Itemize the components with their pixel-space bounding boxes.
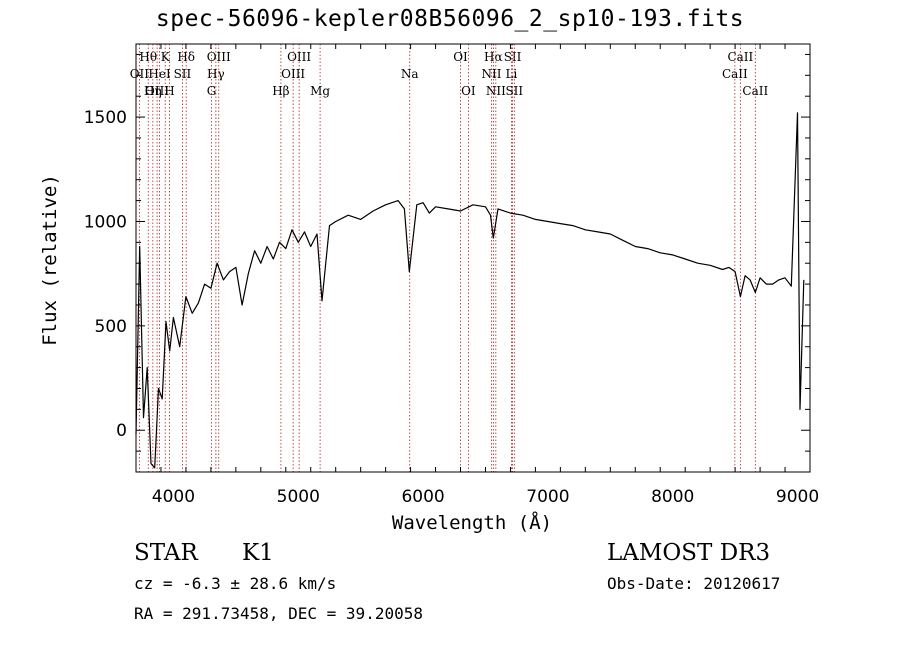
line-label: Hβ [272, 84, 289, 98]
x-tick-label: 6000 [401, 487, 444, 507]
line-label: Hα [484, 50, 503, 64]
y-tick-label: 500 [95, 317, 127, 337]
line-label: NII [481, 67, 501, 81]
x-tick-label: 8000 [651, 487, 694, 507]
line-label: OI [461, 84, 476, 98]
spectrum-line [135, 112, 805, 469]
chart-title: spec-56096-kepler08B56096_2_sp10-193.fit… [155, 6, 745, 32]
object-subclass: K1 [242, 540, 274, 566]
line-label: Hδ [177, 50, 195, 64]
y-tick-label: 0 [116, 421, 127, 441]
x-axis-label: Wavelength (Å) [391, 512, 553, 534]
line-label: H [164, 84, 174, 98]
redshift-text: cz = -6.3 ± 28.6 km/s [134, 574, 337, 593]
x-tick-label: 7000 [526, 487, 569, 507]
line-label: CaII [722, 67, 748, 81]
plot-frame [135, 43, 811, 473]
x-tick-label: 5000 [277, 487, 320, 507]
line-label: Hγ [207, 67, 225, 81]
line-label: OIII [281, 67, 305, 81]
y-tick-label: 1500 [84, 108, 127, 128]
x-tick-label: 9000 [776, 487, 819, 507]
line-label: CaII [742, 84, 768, 98]
x-tick-label: 4000 [152, 487, 195, 507]
line-label: Hθ [139, 50, 157, 64]
line-label: OIII [287, 50, 311, 64]
line-label: Na [401, 67, 419, 81]
line-label: Li [506, 67, 518, 81]
coordinates: RA = 291.73458, DEC = 39.20058 [134, 604, 423, 623]
line-label: SII [505, 84, 523, 98]
line-label: CaII [727, 50, 753, 64]
line-label: HeI [148, 67, 171, 81]
line-label: G [207, 84, 217, 98]
line-label: Mg [310, 84, 330, 98]
line-label: OIII [145, 84, 169, 98]
y-tick-label: 1000 [84, 212, 127, 232]
line-label: NII [486, 84, 506, 98]
line-label: OII [130, 67, 150, 81]
line-label: SII [504, 50, 522, 64]
object-class: STAR [134, 540, 198, 566]
y-axis-label: Flux (relative) [39, 174, 61, 346]
survey-name: LAMOST DR3 [607, 540, 771, 566]
line-label: OIII [207, 50, 231, 64]
line-label: SII [174, 67, 192, 81]
line-label: OI [453, 50, 468, 64]
line-label: Hη [144, 84, 162, 98]
obs-date: Obs-Date: 20120617 [607, 574, 781, 593]
line-label: K [161, 50, 171, 64]
